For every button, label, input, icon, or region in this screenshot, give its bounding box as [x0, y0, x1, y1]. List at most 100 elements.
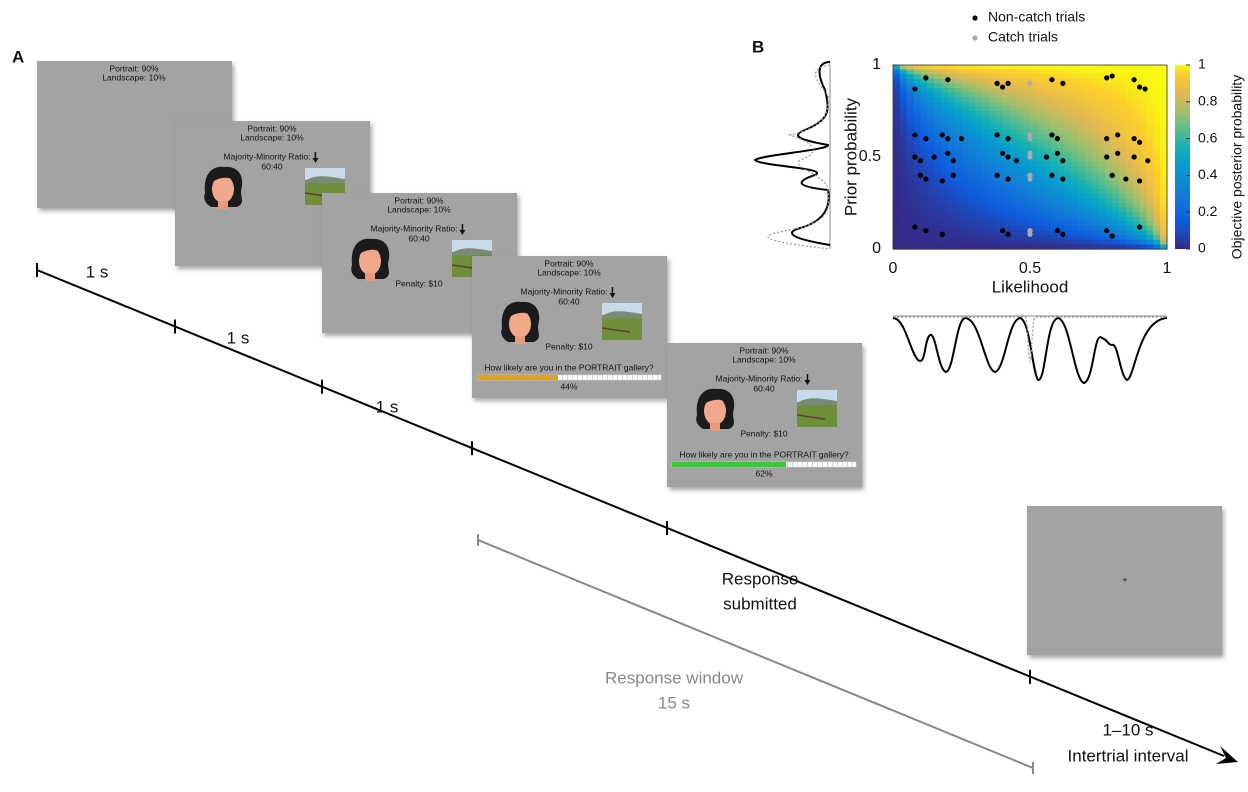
heatmap-cell	[899, 120, 908, 126]
heatmap-cell	[1077, 147, 1086, 153]
heatmap-cell	[906, 203, 915, 209]
heatmap-cell	[1071, 97, 1079, 103]
landscape-ground	[797, 402, 837, 427]
heatmap-cell	[1146, 170, 1154, 176]
heatmap-cell	[1009, 124, 1017, 130]
heatmap-cell	[1043, 78, 1052, 84]
heatmap-cell	[1023, 203, 1031, 209]
penalty-text: Penalty: $10	[545, 341, 593, 351]
heatmap-cell	[1002, 180, 1011, 186]
heatmap-cell	[968, 152, 976, 158]
heatmap-cell	[1153, 184, 1161, 190]
heatmap-cell	[1050, 143, 1058, 149]
heatmap-cell	[988, 226, 997, 232]
heatmap-cell	[1098, 120, 1106, 126]
data-point	[1027, 136, 1033, 142]
data-point	[939, 178, 945, 184]
heatmap-cell	[1084, 198, 1093, 204]
heatmap-cell	[1016, 120, 1024, 126]
heatmap-cell	[1016, 92, 1024, 98]
heatmap-cell	[927, 120, 935, 126]
heatmap-cell	[920, 216, 928, 222]
heatmap-cell	[954, 230, 963, 236]
heatmap-cell	[1077, 101, 1086, 107]
heatmap-cell	[975, 193, 983, 199]
heatmap-cell	[1139, 193, 1148, 199]
heatmap-cell	[1036, 226, 1045, 232]
heatmap-cell	[1098, 152, 1106, 158]
heatmap-cell	[1139, 212, 1148, 218]
heatmap-cell	[934, 65, 942, 71]
heatmap-cell	[1030, 120, 1038, 126]
heatmap-cell	[988, 244, 997, 250]
heatmap-cell	[1125, 161, 1134, 167]
heatmap-cell	[899, 203, 908, 209]
heatmap-cell	[1153, 138, 1161, 144]
heatmap-cell	[893, 221, 901, 227]
heatmap-cell	[1139, 101, 1148, 107]
heatmap-cell	[968, 193, 976, 199]
heatmap-cell	[1050, 216, 1058, 222]
heatmap-cell	[934, 180, 942, 186]
heatmap-cell	[1057, 203, 1065, 209]
heatmap-cell	[961, 111, 969, 117]
heatmap-cell	[1016, 101, 1024, 107]
heatmap-cell	[1153, 147, 1161, 153]
heatmap-cell	[975, 101, 983, 107]
heatmap-cell	[1009, 221, 1017, 227]
heatmap-cell	[893, 147, 901, 153]
heatmap-cell	[1091, 212, 1100, 218]
heatmap-cell	[934, 134, 942, 140]
heatmap-cell	[1002, 106, 1011, 112]
heatmap-cell	[961, 239, 969, 245]
heatmap-cell	[975, 198, 983, 204]
heatmap-cell	[961, 97, 969, 103]
data-point	[1131, 154, 1137, 160]
heatmap-cell	[1146, 203, 1154, 209]
heatmap-cell	[1023, 193, 1031, 199]
ratio-arrow-head	[804, 380, 811, 385]
heatmap-cell	[1105, 106, 1113, 112]
heatmap-cell	[1132, 239, 1141, 245]
heatmap-cell	[1057, 115, 1065, 121]
heatmap-cell	[913, 212, 921, 218]
heatmap-cell	[1098, 74, 1106, 80]
heatmap-cell	[1050, 226, 1058, 232]
heatmap-cell	[1153, 193, 1161, 199]
heatmap-cell	[893, 101, 901, 107]
heatmap-cell	[1043, 143, 1052, 149]
heatmap-cell	[920, 92, 928, 98]
heatmap-cell	[940, 226, 949, 232]
heatmap-cell	[934, 101, 942, 107]
heatmap-cell	[1016, 97, 1024, 103]
data-point	[1027, 231, 1033, 237]
heatmap-cell	[1023, 78, 1031, 84]
heatmap-cell	[1057, 216, 1065, 222]
heatmap-cell	[940, 83, 949, 89]
heatmap-cell	[934, 216, 942, 222]
heatmap-cell	[899, 216, 908, 222]
heatmap-cell	[893, 244, 901, 250]
heatmap-cell	[1139, 65, 1148, 71]
heatmap-cell	[940, 143, 949, 149]
heatmap-cell	[1016, 143, 1024, 149]
heatmap-cell	[1057, 124, 1065, 130]
heatmap-cell	[1084, 152, 1093, 158]
heatmap-cell	[927, 101, 935, 107]
heatmap-cell	[913, 203, 921, 209]
data-point	[950, 172, 956, 178]
data-point	[1054, 228, 1060, 234]
heatmap-cell	[1084, 244, 1093, 250]
heatmap-cell	[927, 83, 935, 89]
heatmap-cell	[1002, 189, 1011, 195]
data-point	[958, 136, 965, 142]
heatmap-cell	[1077, 65, 1086, 71]
heatmap-cell	[1091, 138, 1100, 144]
heatmap-cell	[968, 101, 976, 107]
heatmap-cell	[1098, 198, 1106, 204]
data-point	[917, 158, 924, 164]
heatmap-cell	[1043, 88, 1052, 94]
heatmap-cell	[899, 152, 908, 158]
heatmap-cell	[961, 212, 969, 218]
data-point	[1054, 150, 1060, 156]
